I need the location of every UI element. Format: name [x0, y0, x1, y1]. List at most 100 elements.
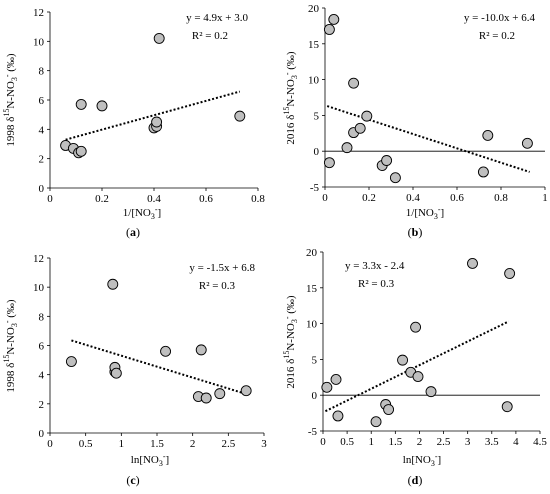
data-point — [96, 100, 108, 112]
trend-equation: y = -1.5x + 6.8 — [189, 262, 255, 274]
data-point — [341, 142, 353, 154]
x-tick-label: 1 — [368, 436, 374, 448]
y-tick-label: 10 — [33, 36, 45, 48]
y-tick-label: 8 — [39, 66, 45, 78]
x-axis-label: ln[NO3-] — [131, 452, 169, 468]
panel-label: (c) — [126, 473, 139, 487]
y-tick-label: -5 — [308, 426, 318, 438]
y-tick-label: 6 — [39, 341, 45, 353]
r-squared: R² = 0.3 — [199, 280, 236, 292]
data-point — [521, 137, 533, 149]
data-point — [410, 321, 422, 333]
x-tick-label: 0.8 — [494, 192, 508, 204]
x-tick-label: 0 — [47, 193, 53, 205]
x-tick-label: 0 — [322, 192, 328, 204]
x-tick-label: 1.5 — [150, 438, 164, 450]
x-tick-label: 0.2 — [95, 193, 109, 205]
y-tick-label: 2 — [39, 154, 45, 166]
x-tick-label: 1.5 — [388, 436, 402, 448]
y-tick-label: 4 — [39, 370, 45, 382]
data-point — [467, 258, 478, 269]
trend-equation: y = 4.9x + 3.0 — [186, 12, 248, 24]
y-tick-label: 10 — [33, 282, 45, 294]
x-tick-label: 0.2 — [362, 192, 376, 204]
y-tick-label: 0 — [39, 183, 45, 195]
data-point — [389, 172, 401, 184]
data-point — [332, 410, 344, 422]
y-tick-label: 0 — [314, 146, 320, 158]
data-point — [328, 14, 340, 25]
data-point — [397, 354, 409, 366]
trend-line — [326, 105, 530, 173]
x-tick-label: 1 — [542, 192, 548, 204]
y-tick-label: 2 — [39, 399, 45, 411]
x-tick-label: 2.5 — [437, 436, 451, 448]
y-tick-label: 4 — [39, 124, 45, 136]
data-point — [214, 388, 226, 400]
data-point — [75, 98, 87, 110]
y-axis-label: 2016 δ15N-NO3- (‰) — [282, 51, 299, 145]
y-tick-label: 10 — [308, 75, 320, 87]
data-point — [477, 166, 489, 178]
data-point — [240, 385, 252, 397]
data-point — [354, 122, 366, 134]
y-axis-label: 1998 δ15N-NO3- (‰) — [2, 53, 19, 147]
data-point — [323, 157, 335, 169]
trend-line — [324, 320, 510, 413]
data-point — [504, 268, 516, 279]
x-axis-label: ln[NO3-] — [403, 452, 441, 468]
data-point — [501, 401, 513, 413]
r-squared: R² = 0.2 — [479, 30, 515, 42]
x-tick-label: 0.6 — [450, 192, 464, 204]
x-tick-label: 3 — [465, 436, 471, 448]
y-tick-label: 6 — [39, 95, 45, 107]
data-point — [383, 404, 395, 415]
y-tick-label: 10 — [306, 319, 318, 331]
data-point — [412, 371, 424, 383]
y-tick-label: 8 — [39, 311, 45, 323]
x-tick-label: 0.5 — [340, 436, 354, 448]
data-point — [330, 373, 342, 385]
y-axis-label: 2016 δ15N-NO3- (‰) — [282, 295, 299, 389]
x-tick-label: 2 — [190, 438, 196, 450]
data-point — [482, 129, 494, 141]
data-point — [323, 24, 335, 35]
data-point — [200, 392, 212, 404]
y-axis-label: 1998 δ15N-NO3- (‰) — [2, 299, 19, 393]
data-point — [370, 416, 382, 428]
y-tick-label: 12 — [33, 7, 44, 19]
data-point — [110, 367, 122, 379]
x-tick-label: 3.5 — [485, 436, 499, 448]
data-point — [65, 356, 77, 367]
x-tick-label: 0 — [320, 436, 326, 448]
x-tick-label: 0.8 — [251, 193, 265, 205]
x-tick-label: 3 — [261, 438, 267, 450]
x-tick-label: 2.5 — [221, 438, 235, 450]
y-tick-label: 15 — [306, 283, 318, 295]
data-point — [321, 381, 333, 393]
y-tick-label: 0 — [39, 428, 45, 440]
y-tick-label: 5 — [312, 354, 318, 366]
y-tick-label: 15 — [308, 39, 320, 51]
y-tick-label: -5 — [310, 182, 320, 194]
x-tick-label: 4.5 — [533, 436, 547, 448]
x-tick-label: 1 — [119, 438, 125, 450]
r-squared: R² = 0.2 — [192, 30, 228, 42]
x-tick-label: 0 — [47, 438, 53, 450]
data-point — [361, 110, 373, 122]
x-tick-label: 4 — [513, 436, 519, 448]
x-axis-label: 1/[NO3-] — [123, 205, 161, 221]
x-tick-label: 0.5 — [79, 438, 93, 450]
y-tick-label: 5 — [314, 110, 320, 122]
trend-equation: y = -10.0x + 6.4 — [464, 12, 536, 24]
panel-label: (d) — [408, 473, 423, 487]
trend-line — [71, 339, 247, 395]
data-point — [348, 77, 360, 89]
data-point — [75, 145, 87, 157]
x-tick-label: 0.4 — [406, 192, 420, 204]
x-axis-label: 1/[NO3-] — [406, 205, 444, 221]
data-point — [425, 386, 437, 398]
panel-a: 0 2 4 6 8 10 12 0 0.2 0.4 0.6 0.8 y = 4.9x + 3.0 R² =… — [2, 7, 265, 239]
